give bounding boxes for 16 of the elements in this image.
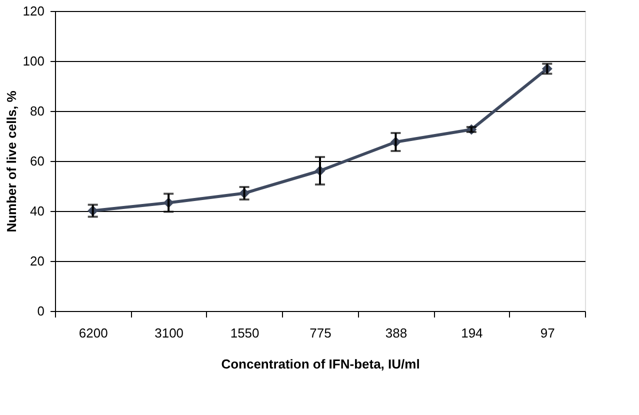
y-tick-label: 0 [37,304,44,318]
y-tick-label: 40 [30,204,44,218]
x-tick-label: 194 [461,326,483,340]
x-axis-title: Concentration of IFN-beta, IU/ml [221,356,420,372]
x-tick-label: 388 [385,326,408,340]
x-tick-label: 3100 [154,326,184,340]
x-tick-label: 1550 [230,326,260,340]
y-tick-label: 60 [30,154,44,168]
y-tick-label: 120 [22,4,44,18]
y-axis-title: Number of live cells, % [4,90,19,232]
x-tick-label: 775 [310,326,332,340]
x-tick-label: 6200 [78,326,108,340]
y-tick-label: 100 [22,54,44,68]
y-tick-label: 80 [30,104,44,118]
y-tick-label: 20 [30,254,44,268]
x-tick-label: 97 [540,326,555,340]
